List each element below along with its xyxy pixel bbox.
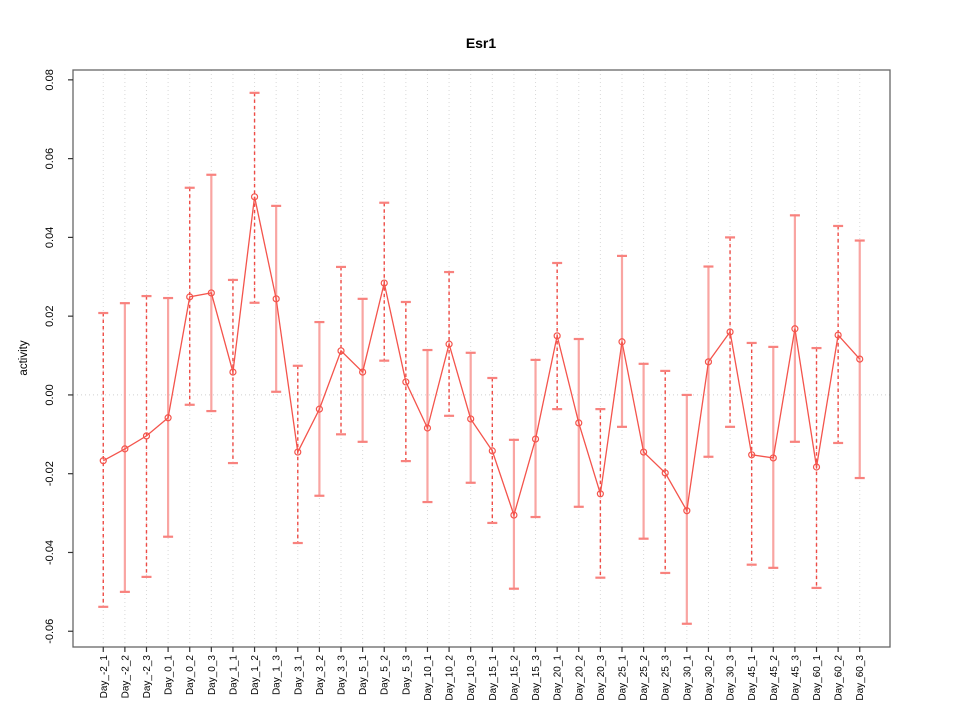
x-tick-label: Day_15_2: [509, 655, 520, 701]
data-point-marker: [618, 338, 626, 346]
x-tick-label: Day_1_1: [228, 655, 239, 695]
data-point-marker: [488, 447, 496, 455]
x-tick-label: Day_10_2: [445, 655, 456, 701]
data-point-marker: [423, 424, 432, 432]
data-point-marker: [726, 328, 734, 336]
data-point-marker: [856, 355, 864, 363]
data-point-marker: [834, 331, 842, 339]
data-point-marker: [294, 448, 302, 456]
x-tick-label: Day_10_3: [466, 655, 477, 701]
x-tick-label: Day_3_3: [337, 655, 348, 695]
data-point-marker: [791, 325, 799, 333]
x-tick-label: Day_-2_3: [142, 655, 153, 699]
data-point-marker: [510, 511, 518, 519]
x-tick-label: Day_25_1: [617, 655, 628, 701]
data-point-marker: [186, 293, 194, 301]
chart-title: Esr1: [466, 35, 497, 51]
x-tick-label: Day_25_2: [639, 655, 650, 701]
y-tick-label: -0.02: [44, 461, 56, 486]
y-tick-label: -0.04: [44, 540, 56, 565]
y-tick-label: 0.08: [44, 69, 56, 90]
data-point-marker: [207, 289, 215, 297]
x-tick-label: Day_30_1: [682, 655, 693, 701]
x-tick-label: Day_45_3: [790, 655, 801, 701]
data-point-marker: [531, 435, 540, 443]
data-point-marker: [445, 340, 453, 348]
x-tick-label: Day_60_3: [855, 655, 866, 701]
x-tick-label: Day_15_3: [531, 655, 542, 701]
x-tick-label: Day_0_2: [185, 655, 196, 695]
y-tick-label: 0.06: [44, 148, 56, 169]
x-tick-label: Day_3_2: [315, 655, 326, 695]
x-tick-label: Day_25_3: [661, 655, 672, 701]
y-tick-label: -0.06: [44, 619, 56, 644]
x-tick-label: Day_0_3: [207, 655, 218, 695]
data-point-marker: [142, 432, 151, 440]
data-point-marker: [402, 378, 410, 386]
data-point-marker: [661, 469, 669, 477]
x-tick-label: Day_15_1: [488, 655, 499, 701]
data-point-marker: [467, 415, 475, 423]
x-tick-label: Day_30_2: [704, 655, 715, 701]
x-tick-label: Day_60_1: [812, 655, 823, 701]
x-tick-label: Day_20_2: [574, 655, 585, 701]
x-tick-label: Day_-2_2: [120, 655, 131, 699]
data-point-marker: [683, 507, 691, 515]
data-point-marker: [769, 454, 777, 462]
x-tick-label: Day_30_3: [726, 655, 737, 701]
x-tick-label: Day_60_2: [834, 655, 845, 701]
x-tick-label: Day_45_1: [747, 655, 758, 701]
data-point-marker: [272, 295, 280, 303]
data-point-marker: [315, 405, 323, 413]
x-tick-label: Day_10_1: [423, 655, 434, 701]
data-point-marker: [250, 193, 259, 201]
series-line: [102, 196, 861, 518]
data-point-marker: [640, 448, 648, 456]
x-tick-label: Day_5_3: [401, 655, 412, 695]
x-tick-label: Day_20_3: [596, 655, 607, 701]
data-point-marker: [704, 358, 713, 366]
x-tick-label: Day_3_1: [293, 655, 304, 695]
x-tick-label: Day_20_1: [553, 655, 564, 701]
data-point-marker: [359, 368, 367, 376]
x-tick-label: Day_5_2: [380, 655, 391, 695]
data-point-marker: [553, 332, 561, 340]
data-point-marker: [575, 419, 583, 427]
y-axis-label: activity: [18, 340, 30, 375]
data-point-marker: [229, 368, 237, 376]
data-point-marker: [380, 279, 388, 287]
data-point-marker: [337, 347, 345, 355]
y-tick-label: 0.04: [44, 227, 56, 248]
x-tick-label: Day_1_2: [250, 655, 261, 695]
x-tick-label: Day_45_2: [769, 655, 780, 701]
x-tick-label: Day_-2_1: [99, 655, 110, 699]
y-tick-label: 0.02: [44, 305, 56, 326]
plot-frame: [72, 69, 891, 648]
data-point-marker: [748, 451, 756, 459]
data-point-marker: [812, 463, 821, 471]
y-tick-label: 0.00: [44, 384, 56, 405]
data-point-marker: [596, 490, 604, 498]
data-point-marker: [121, 445, 129, 453]
x-tick-label: Day_5_1: [358, 655, 369, 695]
x-tick-label: Day_0_1: [164, 655, 175, 695]
data-point-marker: [164, 414, 172, 422]
data-point-marker: [99, 457, 107, 465]
x-tick-label: Day_1_3: [272, 655, 283, 695]
